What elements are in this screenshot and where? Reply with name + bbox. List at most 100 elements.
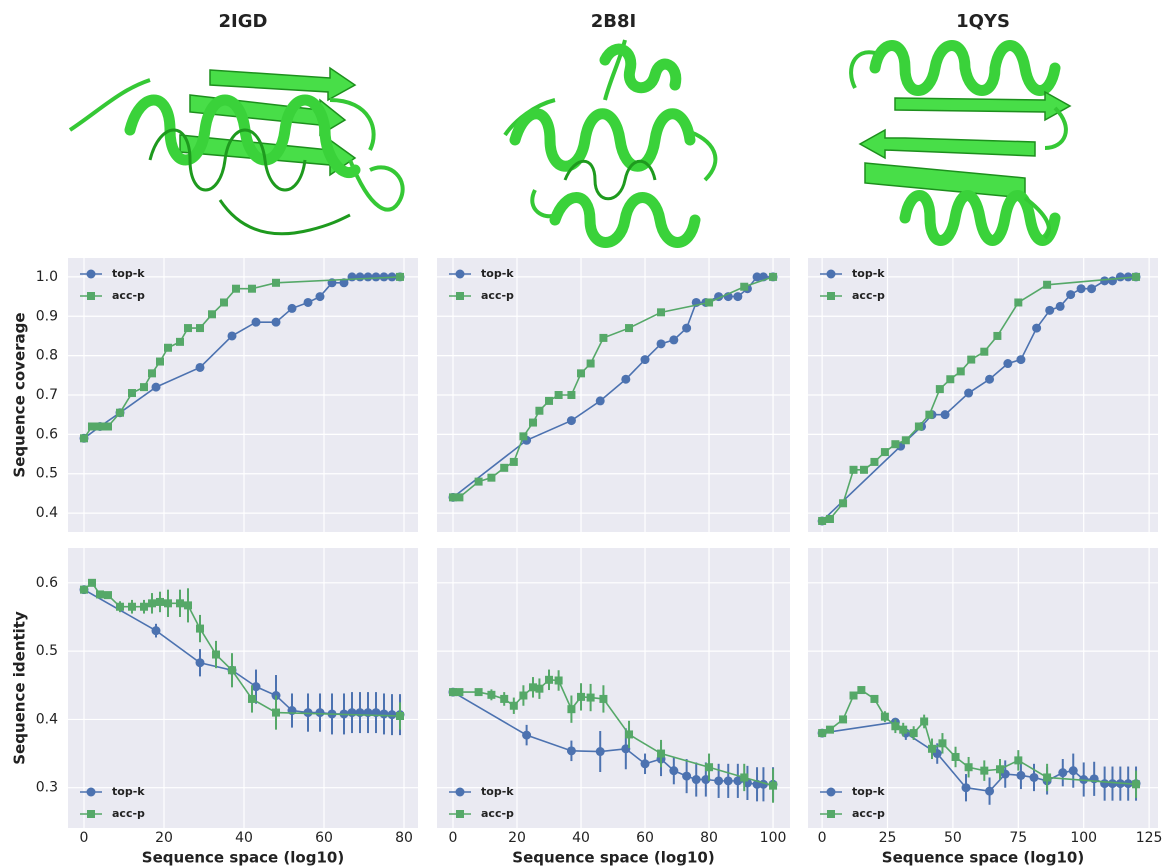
marker	[826, 726, 834, 734]
marker	[364, 272, 373, 281]
marker	[388, 710, 397, 719]
marker	[827, 292, 835, 300]
marker	[669, 766, 678, 775]
marker	[818, 729, 826, 737]
marker	[769, 273, 777, 281]
legend-label: top-k	[852, 785, 885, 798]
marker	[304, 298, 313, 307]
marker	[96, 422, 104, 430]
marker	[769, 782, 777, 790]
marker	[1058, 768, 1067, 777]
x-tick-label: 0	[818, 830, 827, 846]
marker	[272, 318, 281, 327]
marker	[1056, 302, 1065, 311]
marker	[545, 397, 553, 405]
marker	[899, 726, 907, 734]
x-axis-label: Sequence space (log10)	[882, 849, 1084, 867]
y-tick-label: 0.8	[36, 348, 58, 364]
marker	[827, 810, 835, 818]
marker	[372, 272, 381, 281]
marker	[519, 432, 527, 440]
marker	[500, 695, 508, 703]
marker	[104, 591, 112, 599]
marker	[88, 422, 96, 430]
marker	[116, 409, 124, 417]
marker	[657, 750, 665, 758]
marker	[196, 324, 204, 332]
marker	[587, 360, 595, 368]
marker	[455, 688, 463, 696]
marker	[915, 422, 923, 430]
marker	[577, 369, 585, 377]
marker	[577, 693, 585, 701]
marker	[252, 318, 261, 327]
marker	[88, 579, 96, 587]
marker	[128, 389, 136, 397]
panel-title: 2IGD	[219, 11, 268, 32]
marker	[980, 348, 988, 356]
legend-label: acc-p	[481, 289, 514, 302]
marker	[510, 702, 518, 710]
x-tick-label: 60	[636, 830, 654, 846]
marker	[818, 517, 826, 525]
beta-strand	[895, 92, 1070, 120]
marker	[827, 788, 836, 797]
marker	[535, 685, 543, 693]
marker	[248, 285, 256, 293]
marker	[208, 310, 216, 318]
marker	[996, 765, 1004, 773]
marker	[1077, 284, 1086, 293]
marker	[456, 810, 464, 818]
marker	[870, 695, 878, 703]
marker	[682, 772, 691, 781]
marker	[1003, 359, 1012, 368]
legend-label: top-k	[112, 785, 145, 798]
marker	[946, 375, 954, 383]
marker	[455, 493, 463, 501]
marker	[232, 285, 240, 293]
y-tick-label: 0.6	[36, 426, 58, 442]
marker	[567, 416, 576, 425]
legend-label: top-k	[112, 267, 145, 280]
marker	[961, 783, 970, 792]
marker	[87, 292, 95, 300]
marker	[104, 422, 112, 430]
marker	[599, 695, 607, 703]
marker	[1016, 355, 1025, 364]
marker	[272, 709, 280, 717]
y-tick-label: 0.5	[36, 466, 58, 482]
marker	[980, 767, 988, 775]
marker	[396, 712, 404, 720]
helix	[515, 114, 690, 167]
marker	[1043, 281, 1051, 289]
marker	[529, 419, 537, 427]
marker	[248, 695, 256, 703]
marker	[1132, 780, 1140, 788]
marker	[740, 283, 748, 291]
marker	[839, 499, 847, 507]
x-tick-label: 20	[508, 830, 526, 846]
marker	[669, 335, 678, 344]
marker	[196, 625, 204, 633]
marker	[941, 410, 950, 419]
marker	[839, 715, 847, 723]
x-axis-label: Sequence space (log10)	[512, 849, 714, 867]
marker	[196, 363, 205, 372]
marker	[827, 270, 836, 279]
marker	[993, 332, 1001, 340]
marker	[938, 739, 946, 747]
x-tick-label: 50	[944, 830, 962, 846]
helix	[555, 198, 695, 243]
marker	[920, 717, 928, 725]
y-tick-label: 0.7	[36, 387, 58, 403]
marker	[1132, 273, 1140, 281]
marker	[80, 434, 88, 442]
marker	[156, 358, 164, 366]
marker	[850, 692, 858, 700]
marker	[348, 708, 357, 717]
protein-2igd	[70, 68, 403, 234]
marker	[985, 375, 994, 384]
marker	[545, 676, 553, 684]
legend-label: top-k	[481, 267, 514, 280]
marker	[475, 688, 483, 696]
